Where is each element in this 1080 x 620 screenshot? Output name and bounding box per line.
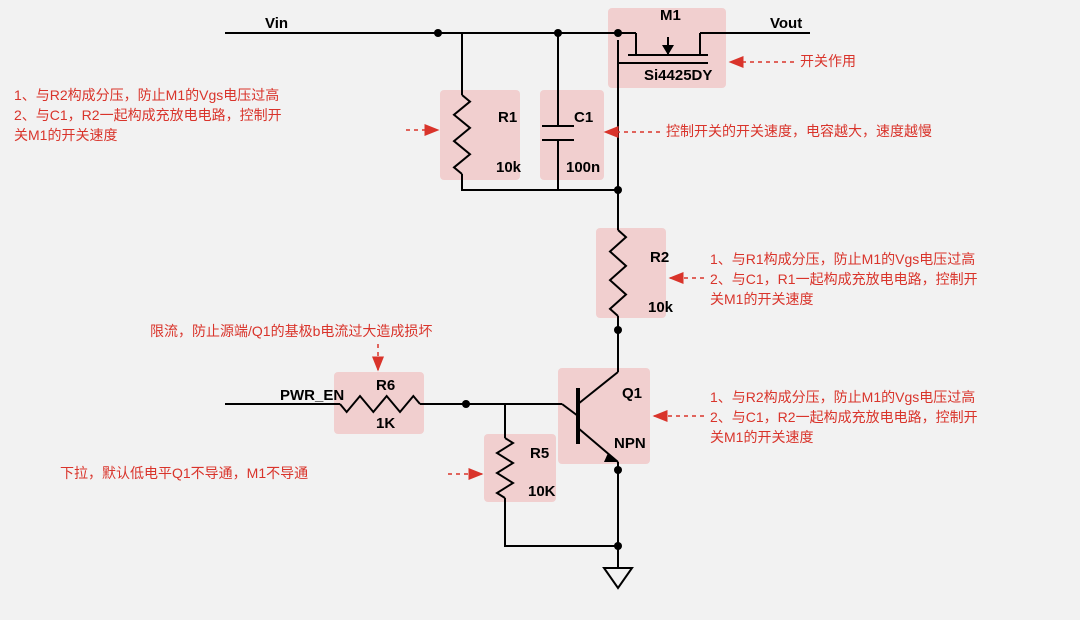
junction-1 bbox=[554, 29, 562, 37]
annotation-q1-line2: 关M1的开关速度 bbox=[710, 429, 813, 445]
signal-vout: Vout bbox=[770, 15, 802, 32]
junction-5 bbox=[462, 400, 470, 408]
junction-0 bbox=[434, 29, 442, 37]
svg-text:1K: 1K bbox=[376, 415, 395, 432]
annotation-c1-line0: 控制开关的开关速度，电容越大，速度越慢 bbox=[666, 123, 932, 139]
svg-text:100n: 100n bbox=[566, 159, 600, 176]
svg-text:R6: R6 bbox=[376, 377, 395, 394]
annotation-r2-line2: 关M1的开关速度 bbox=[710, 291, 813, 307]
junction-7 bbox=[614, 542, 622, 550]
annotation-q1-line0: 1、与R2构成分压，防止M1的Vgs电压过高 bbox=[710, 389, 975, 405]
junction-6 bbox=[614, 466, 622, 474]
svg-text:Q1: Q1 bbox=[622, 385, 642, 402]
ground-symbol bbox=[604, 568, 632, 588]
annotation-q1-line1: 2、与C1，R2一起构成充放电电路，控制开 bbox=[710, 409, 978, 425]
annotation-r5-line0: 下拉，默认低电平Q1不导通，M1不导通 bbox=[60, 465, 308, 481]
svg-text:R1: R1 bbox=[498, 109, 517, 126]
annotation-r1-line2: 关M1的开关速度 bbox=[14, 127, 117, 143]
signal-vin: Vin bbox=[265, 15, 288, 32]
svg-text:C1: C1 bbox=[574, 109, 593, 126]
svg-text:R5: R5 bbox=[530, 445, 549, 462]
svg-text:10k: 10k bbox=[648, 299, 674, 316]
annotation-r1-line1: 2、与C1，R2一起构成充放电电路，控制开 bbox=[14, 107, 282, 123]
annotation-r1-line0: 1、与R2构成分压，防止M1的Vgs电压过高 bbox=[14, 87, 279, 103]
svg-text:R2: R2 bbox=[650, 249, 669, 266]
wire-12 bbox=[505, 498, 618, 546]
annotation-r2-line0: 1、与R1构成分压，防止M1的Vgs电压过高 bbox=[710, 251, 975, 267]
annotation-r6-line0: 限流，防止源端/Q1的基极b电流过大造成损坏 bbox=[150, 323, 432, 339]
signal-pwr_en: PWR_EN bbox=[280, 387, 344, 404]
svg-text:10K: 10K bbox=[528, 483, 556, 500]
svg-text:Si4425DY: Si4425DY bbox=[644, 67, 712, 84]
svg-text:M1: M1 bbox=[660, 7, 681, 24]
annotation-r2-line1: 2、与C1，R1一起构成充放电电路，控制开 bbox=[710, 271, 978, 287]
svg-text:10k: 10k bbox=[496, 159, 522, 176]
svg-text:NPN: NPN bbox=[614, 435, 646, 452]
annotation-m1-line0: 开关作用 bbox=[800, 53, 856, 69]
junction-3 bbox=[614, 186, 622, 194]
